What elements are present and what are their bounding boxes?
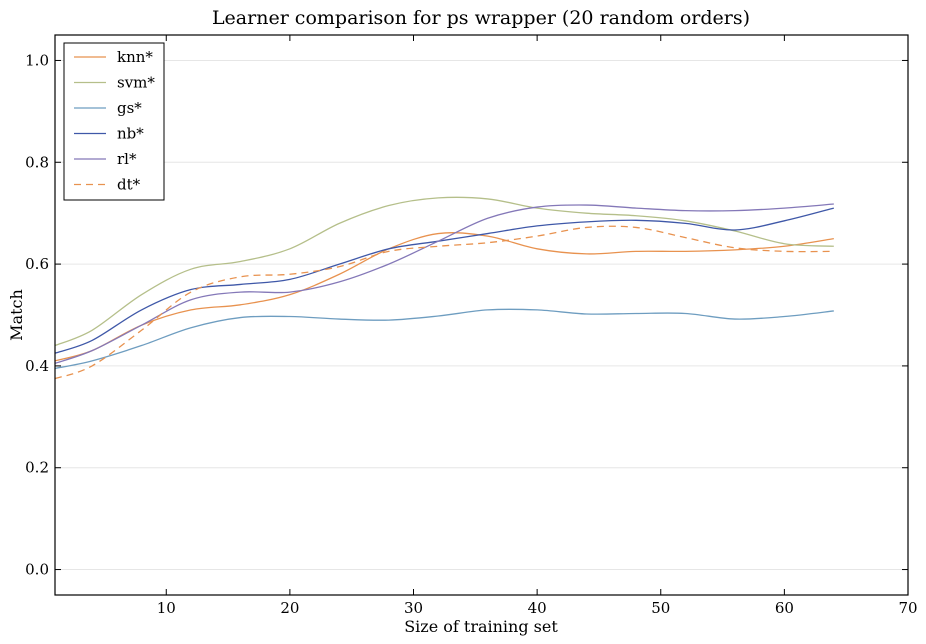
legend: knn* svm* gs* nb* rl* dt*: [63, 42, 165, 201]
series-line-knn: [54, 232, 834, 362]
chart-title: Learner comparison for ps wrapper (20 ra…: [212, 7, 750, 29]
y-tick-label: 0.0: [25, 561, 49, 579]
x-axis-label: Size of training set: [404, 617, 558, 636]
y-axis-label: Match: [7, 289, 26, 341]
y-tick-label: 0.6: [25, 255, 49, 273]
grid-lines: [55, 59, 908, 571]
y-tick-label: 0.4: [25, 357, 49, 375]
y-tick-label: 1.0: [25, 51, 49, 69]
legend-box: [63, 42, 165, 201]
x-tick-label: 40: [528, 599, 547, 617]
legend-label: rl*: [117, 150, 137, 168]
series-lines: [54, 196, 834, 380]
x-tick-label: 20: [280, 599, 299, 617]
legend-label: knn*: [117, 48, 153, 66]
x-tick-label: 50: [651, 599, 670, 617]
series-line-svm: [54, 196, 834, 347]
plot-frame: [54, 34, 909, 596]
series-line-dt: [54, 225, 834, 380]
x-tick-label: 30: [404, 599, 423, 617]
x-tick-label: 70: [898, 599, 917, 617]
legend-label: nb*: [117, 125, 144, 143]
x-tick-label: 10: [157, 599, 176, 617]
y-tick-label: 0.2: [25, 459, 49, 477]
series-line-nb: [54, 207, 834, 354]
legend-label: dt*: [117, 176, 141, 194]
y-tick-label: 0.8: [25, 153, 49, 171]
legend-label: gs*: [117, 99, 142, 117]
legend-label: svm*: [117, 74, 155, 92]
series-line-rl: [54, 203, 834, 364]
series-line-gs: [54, 308, 834, 370]
axis-ticks: 0.0 0.2 0.4 0.6 0.8 1.0 10 20 30 40 50 60 70: [25, 35, 918, 617]
x-tick-label: 60: [775, 599, 794, 617]
